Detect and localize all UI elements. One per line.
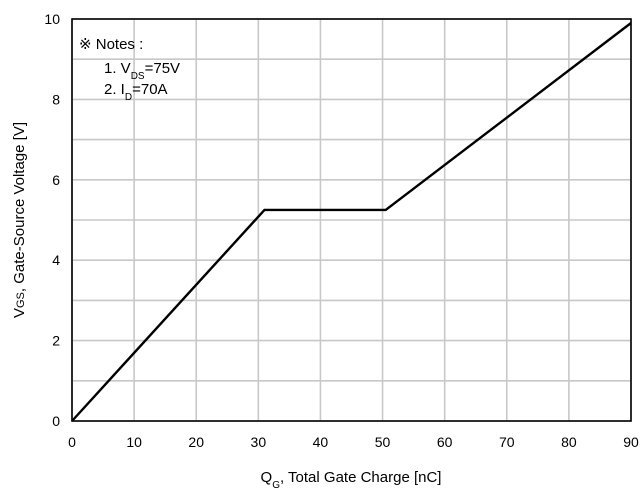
x-tick-labels: 0 10 20 30 40 50 60 70 80 90 — [68, 434, 639, 450]
y-tick-labels: 0 2 4 6 8 10 — [44, 11, 60, 429]
x-tick-label: 70 — [499, 434, 515, 450]
x-tick-label: 60 — [437, 434, 453, 450]
note-item-2: 2. ID=70A — [104, 81, 168, 103]
y-tick-label: 2 — [52, 333, 60, 349]
y-tick-label: 6 — [52, 172, 60, 188]
y-tick-label: 10 — [44, 11, 60, 27]
x-tick-label: 30 — [251, 434, 267, 450]
y-tick-label: 0 — [52, 413, 60, 429]
plot-frame — [71, 18, 632, 422]
y-axis-label: VGS, Gate-Source Voltage [V] — [11, 122, 28, 318]
y-tick-label: 4 — [52, 252, 60, 268]
x-axis-label: QG, Total Gate Charge [nC] — [261, 469, 442, 491]
series-line-1 — [71, 22, 632, 422]
x-tick-label: 50 — [375, 434, 391, 450]
x-tick-label: 20 — [188, 434, 204, 450]
x-tick-label: 90 — [623, 434, 639, 450]
y-tick-label: 8 — [52, 91, 60, 107]
x-tick-label: 40 — [313, 434, 329, 450]
grid-lines — [71, 18, 632, 422]
x-tick-label: 80 — [561, 434, 577, 450]
notes-title: ※ Notes : — [79, 36, 143, 53]
note-item-1: 1. VDS=75V — [104, 60, 180, 82]
notes-annotation: ※ Notes : 1. VDS=75V 2. ID=70A — [79, 36, 180, 103]
x-tick-label: 0 — [68, 434, 76, 450]
x-tick-label: 10 — [126, 434, 142, 450]
series-layer — [71, 22, 632, 422]
